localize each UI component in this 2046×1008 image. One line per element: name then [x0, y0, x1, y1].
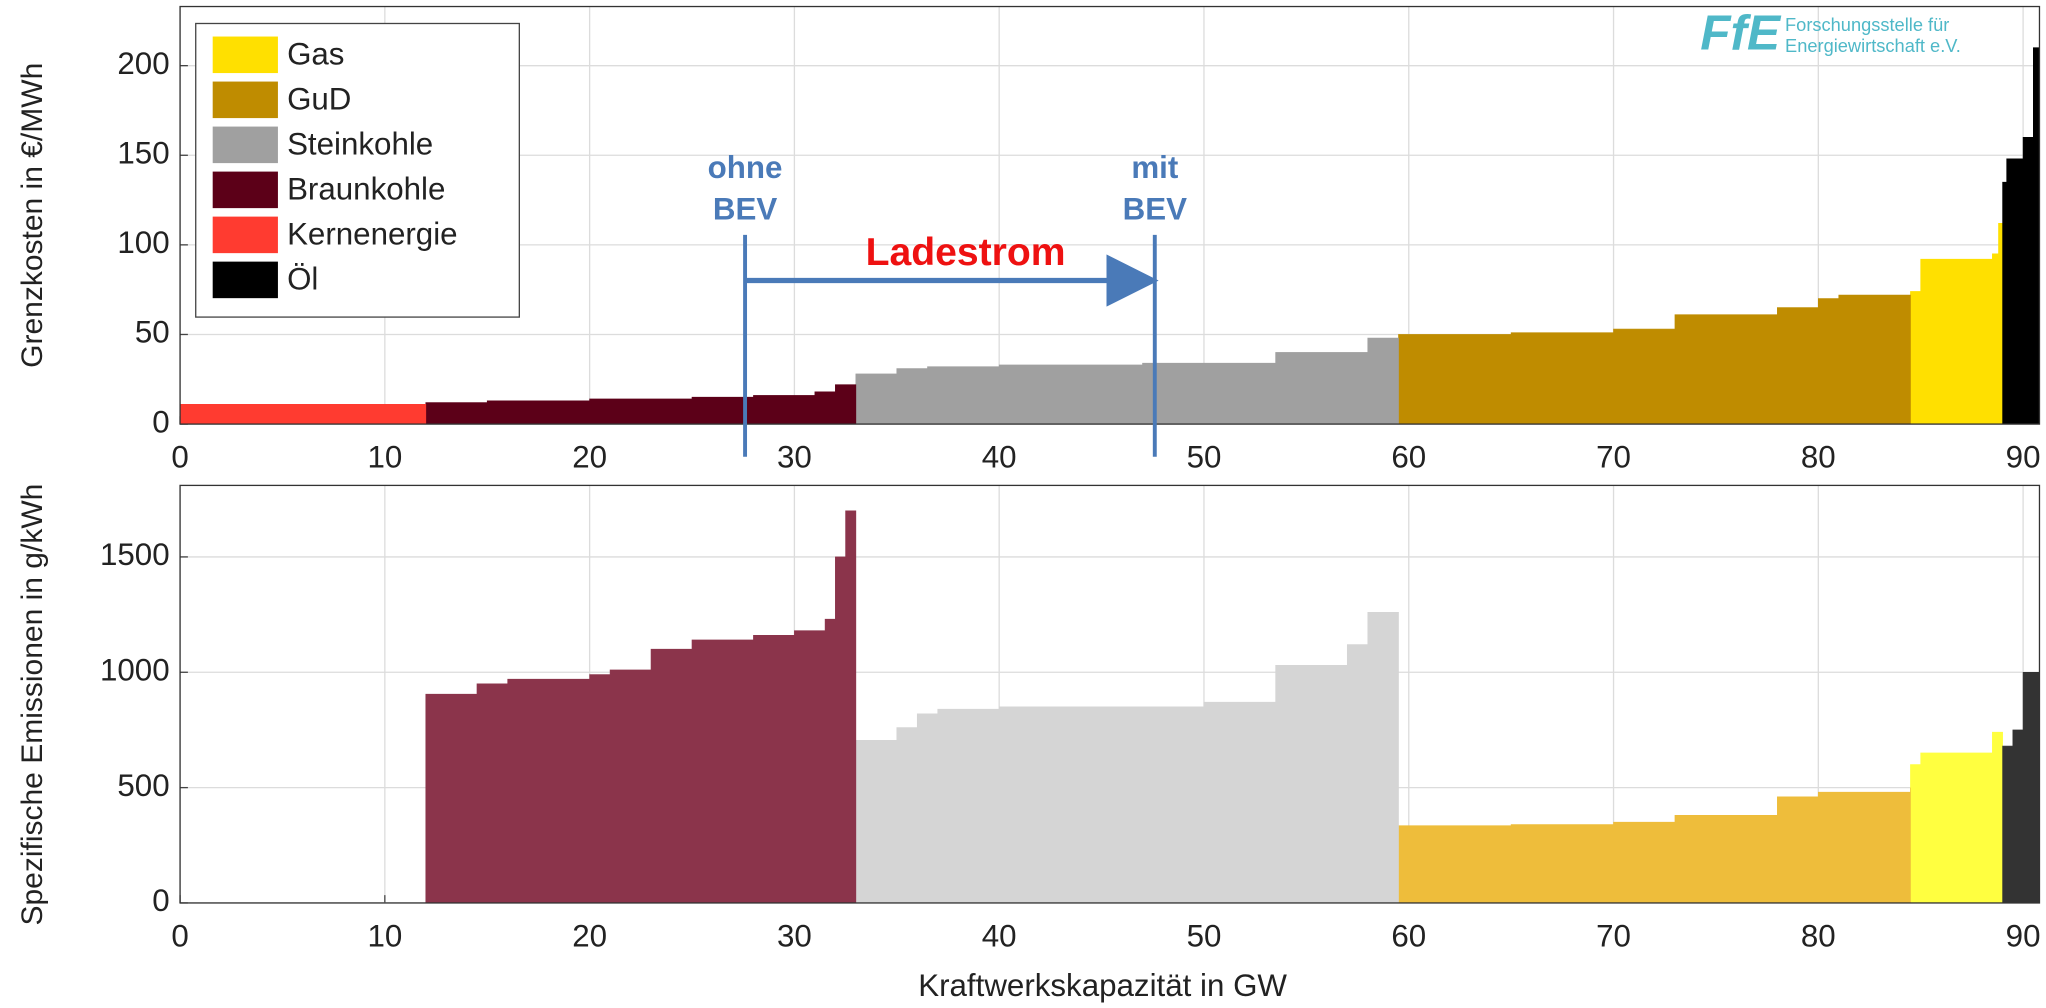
- series-group: [180, 47, 2040, 425]
- y-tick-label: 50: [135, 315, 170, 350]
- x-tick-label: 90: [2006, 918, 2041, 953]
- legend-label: Kernenergie: [287, 216, 458, 251]
- area: [1398, 787, 1911, 903]
- x-tick-label: 30: [777, 440, 812, 475]
- y-tick-label: 150: [117, 136, 169, 171]
- legend-label: Steinkohle: [287, 126, 433, 161]
- y-tick-label: 1000: [100, 653, 170, 688]
- plot-frame: [179, 5, 2041, 425]
- plot-frame: [179, 484, 2041, 904]
- annotation: mit: [1131, 150, 1179, 185]
- area: [855, 611, 1399, 903]
- y-axis-label: Spezifische Emissionen in g/kWh: [16, 484, 49, 926]
- legend-label: Gas: [287, 36, 344, 71]
- x-tick-label: 40: [982, 440, 1017, 475]
- area: [425, 384, 857, 425]
- x-tick-label: 0: [171, 440, 188, 475]
- x-tick-label: 10: [367, 918, 402, 953]
- area: [2002, 47, 2040, 425]
- logo-mark: FfE: [1700, 5, 1782, 61]
- legend-label: Braunkohle: [287, 171, 445, 206]
- annotation: Ladestrom: [866, 231, 1066, 274]
- y-tick-label: 0: [152, 404, 169, 439]
- x-tick-label: 10: [367, 440, 402, 475]
- y-tick-label: 100: [117, 225, 169, 260]
- area: [2002, 651, 2040, 903]
- logo-text: Forschungsstelle für: [1785, 14, 1949, 35]
- x-tick-label: 20: [572, 440, 607, 475]
- legend-swatch: [212, 81, 278, 119]
- y-tick-label: 500: [117, 768, 169, 803]
- legend-swatch: [212, 126, 278, 164]
- x-tick-label: 70: [1596, 918, 1631, 953]
- legend-label: Öl: [287, 261, 318, 296]
- legend-swatch: [212, 171, 278, 209]
- x-tick-label: 30: [777, 918, 812, 953]
- annotation: ohne: [708, 150, 783, 185]
- x-tick-label: 80: [1801, 918, 1836, 953]
- area: [1398, 294, 1911, 425]
- annotation: BEV: [713, 192, 777, 227]
- x-tick-label: 70: [1596, 440, 1631, 475]
- x-tick-label: 90: [2006, 440, 2041, 475]
- area: [855, 337, 1399, 425]
- area: [1910, 731, 2003, 903]
- y-axis-label: Grenzkosten in €/MWh: [16, 63, 49, 368]
- x-tick-label: 0: [171, 918, 188, 953]
- x-tick-label: 60: [1391, 440, 1426, 475]
- series-group: [425, 510, 2040, 903]
- x-tick-label: 50: [1187, 440, 1222, 475]
- y-tick-label: 200: [117, 46, 169, 81]
- area: [180, 404, 427, 425]
- legend-swatch: [212, 36, 278, 74]
- legend-swatch: [212, 261, 278, 299]
- legend-label: GuD: [287, 81, 351, 116]
- x-tick-label: 40: [982, 918, 1017, 953]
- x-tick-label: 50: [1187, 918, 1222, 953]
- x-tick-label: 80: [1801, 440, 1836, 475]
- x-axis-label: Kraftwerkskapazität in GW: [918, 968, 1287, 1003]
- legend-swatch: [212, 216, 278, 254]
- logo-text: Energiewirtschaft e.V.: [1785, 35, 1961, 56]
- y-tick-label: 1500: [100, 537, 170, 572]
- area: [425, 510, 857, 903]
- annotation: BEV: [1123, 192, 1187, 227]
- x-tick-label: 60: [1391, 918, 1426, 953]
- y-tick-label: 0: [152, 883, 169, 918]
- x-tick-label: 20: [572, 918, 607, 953]
